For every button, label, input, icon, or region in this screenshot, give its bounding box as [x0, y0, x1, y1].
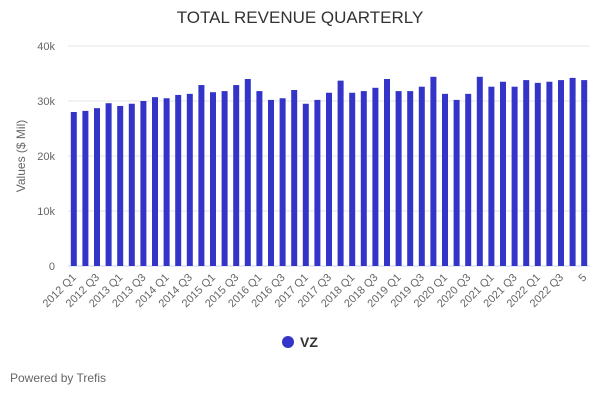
chart-title: TOTAL REVENUE QUARTERLY: [176, 8, 424, 27]
bar: [175, 94, 182, 266]
bar: [256, 91, 263, 266]
y-tick-label: 0: [49, 261, 55, 273]
bar: [302, 103, 309, 266]
bar: [314, 99, 321, 267]
bar: [488, 86, 495, 266]
bar: [442, 93, 448, 266]
bar: [558, 80, 564, 266]
bar: [384, 79, 390, 266]
bar: [407, 91, 414, 266]
bar: [128, 103, 135, 266]
y-tick-label: 40k: [37, 41, 55, 53]
bar: [453, 99, 460, 267]
powered-by: Powered by Trefis: [10, 371, 107, 385]
bar: [210, 92, 216, 266]
bar: [511, 86, 518, 266]
bar: [152, 97, 158, 267]
bar: [198, 85, 205, 266]
bar: [418, 86, 425, 266]
bar: [465, 93, 472, 266]
y-tick-label: 20k: [37, 151, 55, 163]
y-axis-label: Values ($ Mil): [14, 120, 28, 192]
bar: [221, 91, 228, 266]
bar: [279, 98, 286, 266]
bar: [349, 92, 356, 266]
bar: [476, 76, 483, 266]
bar: [534, 82, 541, 266]
y-tick-label: 30k: [37, 96, 55, 108]
bar: [291, 90, 298, 266]
bar: [360, 91, 367, 266]
bar: [430, 76, 437, 266]
bar: [337, 80, 344, 267]
legend-label: VZ: [300, 334, 318, 350]
bar: [233, 85, 240, 266]
bar: [244, 79, 251, 266]
bar: [395, 91, 402, 266]
legend-swatch: [282, 336, 295, 348]
bar: [268, 99, 274, 267]
y-tick-label: 10k: [37, 206, 55, 218]
bar: [372, 87, 379, 266]
bar: [117, 105, 124, 266]
x-tick-label: 5: [577, 272, 590, 285]
bar: [546, 81, 553, 266]
bar: [581, 80, 588, 266]
bar: [326, 92, 332, 266]
bar: [82, 110, 89, 267]
bar: [70, 112, 77, 266]
legend[interactable]: VZ: [0, 334, 600, 350]
bar: [523, 80, 530, 266]
bar: [163, 98, 170, 266]
bar: [569, 77, 576, 267]
bar: [105, 103, 112, 266]
bar: [186, 93, 193, 266]
bar: [140, 101, 147, 266]
bar: [500, 81, 506, 266]
bar: [94, 108, 100, 267]
